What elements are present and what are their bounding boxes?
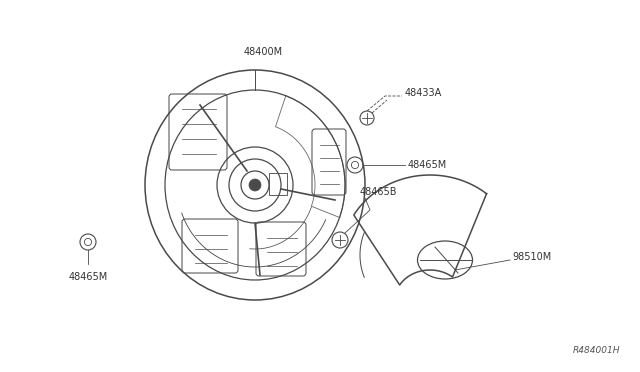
Text: R484001H: R484001H — [573, 346, 620, 355]
Text: 48465B: 48465B — [360, 187, 397, 197]
Text: 48400M: 48400M — [243, 47, 283, 57]
Text: 48465M: 48465M — [68, 272, 108, 282]
Text: 48465M: 48465M — [408, 160, 447, 170]
Text: 98510M: 98510M — [512, 252, 551, 262]
Circle shape — [249, 179, 261, 191]
Text: 48433A: 48433A — [405, 88, 442, 98]
